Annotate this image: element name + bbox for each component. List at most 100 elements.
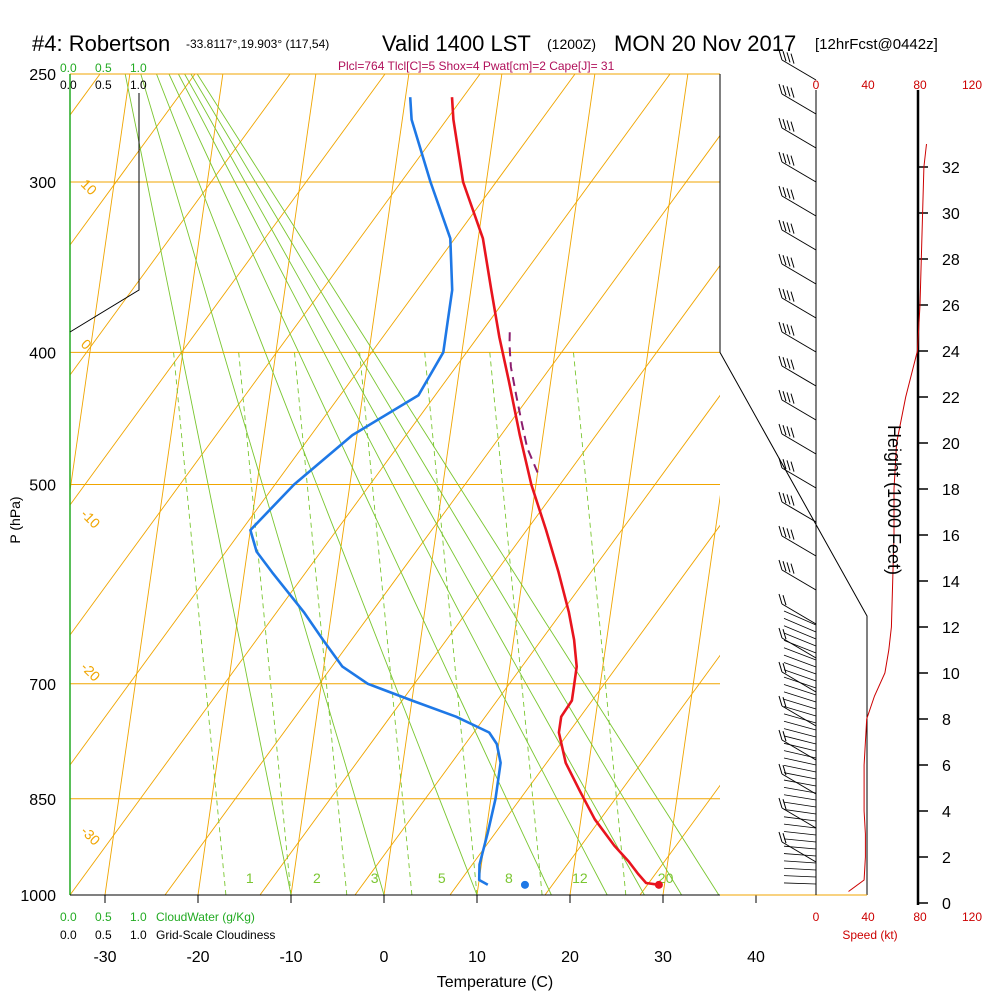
temperature-tick-label: 10	[468, 949, 486, 966]
wind-barb-dense	[783, 640, 817, 654]
cloudiness-tick-label: 0.5	[95, 928, 112, 942]
wind-barb-dense	[783, 698, 817, 710]
wind-barb	[778, 151, 817, 183]
parcel-profile-line	[508, 329, 539, 473]
dewpoint-surface-point	[520, 880, 529, 889]
pressure-ticks: 250 300 400 500 700 850 1000	[20, 67, 720, 905]
cloudwater-tick-label: 0.0	[60, 910, 77, 924]
wind-barb	[778, 253, 817, 285]
wind-barb	[778, 355, 817, 387]
temperature-tick-label: -10	[279, 949, 302, 966]
height-tick-label: 6	[942, 758, 951, 775]
moist-adiabat-line	[156, 74, 478, 895]
cloudwater-axis-label: CloudWater (g/Kg)	[156, 910, 255, 924]
wind-barb-dense	[783, 617, 817, 633]
pressure-tick-label: 1000	[20, 888, 56, 905]
speed-axis-label: Speed (kt)	[842, 928, 897, 942]
x-axis-label: Temperature (C)	[437, 974, 553, 991]
mixing-ratio-label: 2	[313, 870, 321, 886]
profile-lines	[249, 97, 663, 889]
mixing-ratio-line	[294, 352, 348, 895]
mixing-ratio-label: 5	[438, 870, 446, 886]
wind-barb	[778, 559, 817, 591]
mixing-ratio-label: 20	[658, 870, 674, 886]
wind-barb	[778, 423, 817, 455]
valid-utc: (1200Z)	[547, 36, 596, 52]
wind-barb-dense	[783, 669, 817, 682]
cloudiness-tick-label: 1.0	[130, 928, 147, 942]
wind-barb	[778, 117, 817, 149]
wind-barb-dense	[783, 684, 817, 696]
speed-tick-label-bottom: 120	[962, 910, 982, 924]
wind-barb-dense	[783, 676, 817, 689]
temperature-surface-point	[654, 880, 663, 889]
cloudiness-tick-label: 0.0	[60, 78, 77, 92]
height-tick-label: 0	[942, 896, 951, 913]
temperature-profile-line	[450, 97, 660, 887]
speed-tick-label-bottom: 40	[861, 910, 875, 924]
wind-barb-dense	[783, 647, 817, 661]
height-axis-label: Height (1000 Feet)	[884, 425, 904, 575]
speed-tick-label-top: 40	[861, 78, 875, 92]
height-tick-label: 16	[942, 528, 960, 545]
speed-tick-label-bottom: 80	[913, 910, 927, 924]
height-tick-label: 4	[942, 804, 951, 821]
wind-barb	[778, 525, 817, 557]
wind-barb	[778, 695, 817, 727]
wind-barb-dense	[783, 779, 817, 787]
pressure-tick-label: 400	[29, 345, 56, 362]
mixing-ratio-label: 3	[371, 870, 379, 886]
wind-barb-dense	[783, 764, 817, 773]
pressure-tick-label: 300	[29, 175, 56, 192]
mixing-ratio-line	[173, 352, 227, 895]
height-tick-label: 30	[942, 206, 960, 223]
mixing-ratio-label: 1	[246, 870, 254, 886]
wind-barb	[778, 321, 817, 353]
wind-barb	[778, 457, 817, 489]
speed-tick-label-bottom: 0	[813, 910, 820, 924]
mixing-ratio-label: 8	[505, 870, 513, 886]
y-axis-label: P (hPa)	[7, 496, 23, 543]
height-tick-label: 20	[942, 436, 960, 453]
wind-barb-dense	[783, 801, 817, 808]
wind-barb-dense	[783, 867, 817, 871]
mixing-ratio-line	[359, 352, 413, 895]
mixing-ratio-label: 12	[572, 870, 588, 886]
wind-barb-dense	[783, 625, 817, 640]
isotherm-line	[662, 494, 720, 895]
temperature-tick-label: 30	[654, 949, 672, 966]
cloudwater-tick-label: 0.5	[95, 910, 112, 924]
wind-barb-dense	[783, 662, 817, 675]
right-panels: 0246810121416182022242628303200404080801…	[778, 49, 982, 924]
pressure-tick-label: 850	[29, 792, 56, 809]
moist-adiabat-line	[140, 74, 385, 895]
height-tick-label: 28	[942, 252, 960, 269]
moist-adiabat-line	[124, 74, 292, 895]
wind-barb	[778, 185, 817, 217]
wind-barb-dense	[783, 691, 817, 703]
cloudiness-axis-label: Grid-Scale Cloudiness	[156, 928, 275, 942]
forecast-label: [12hrFcst@0442z]	[815, 36, 938, 53]
dry-adiabat-line	[544, 654, 720, 895]
valid-date: MON 20 Nov 2017	[614, 31, 796, 56]
wind-barb-dense	[783, 823, 817, 829]
cloudiness-tick-label: 0.5	[95, 78, 112, 92]
wind-barb-dense	[783, 831, 817, 836]
wind-barb	[778, 593, 817, 625]
height-tick-label: 26	[942, 298, 960, 315]
wind-barb-dense	[783, 794, 817, 801]
dry-adiabat-line	[449, 524, 720, 895]
temperature-tick-label: -20	[186, 949, 209, 966]
wind-barb-dense	[783, 882, 817, 885]
title-coords: -33.8117°,19.903° (117,54)	[186, 37, 329, 51]
moist-adiabat-line	[196, 74, 720, 895]
isotherm-label: 20	[798, 456, 829, 487]
dry-adiabat-line	[0, 74, 5, 895]
wind-barb-dense	[783, 860, 817, 864]
wind-barb-dense	[783, 654, 817, 668]
wind-barb	[778, 287, 817, 319]
wind-barb-dense	[783, 875, 817, 878]
wind-barb-dense	[783, 816, 817, 822]
height-tick-label: 10	[942, 666, 960, 683]
